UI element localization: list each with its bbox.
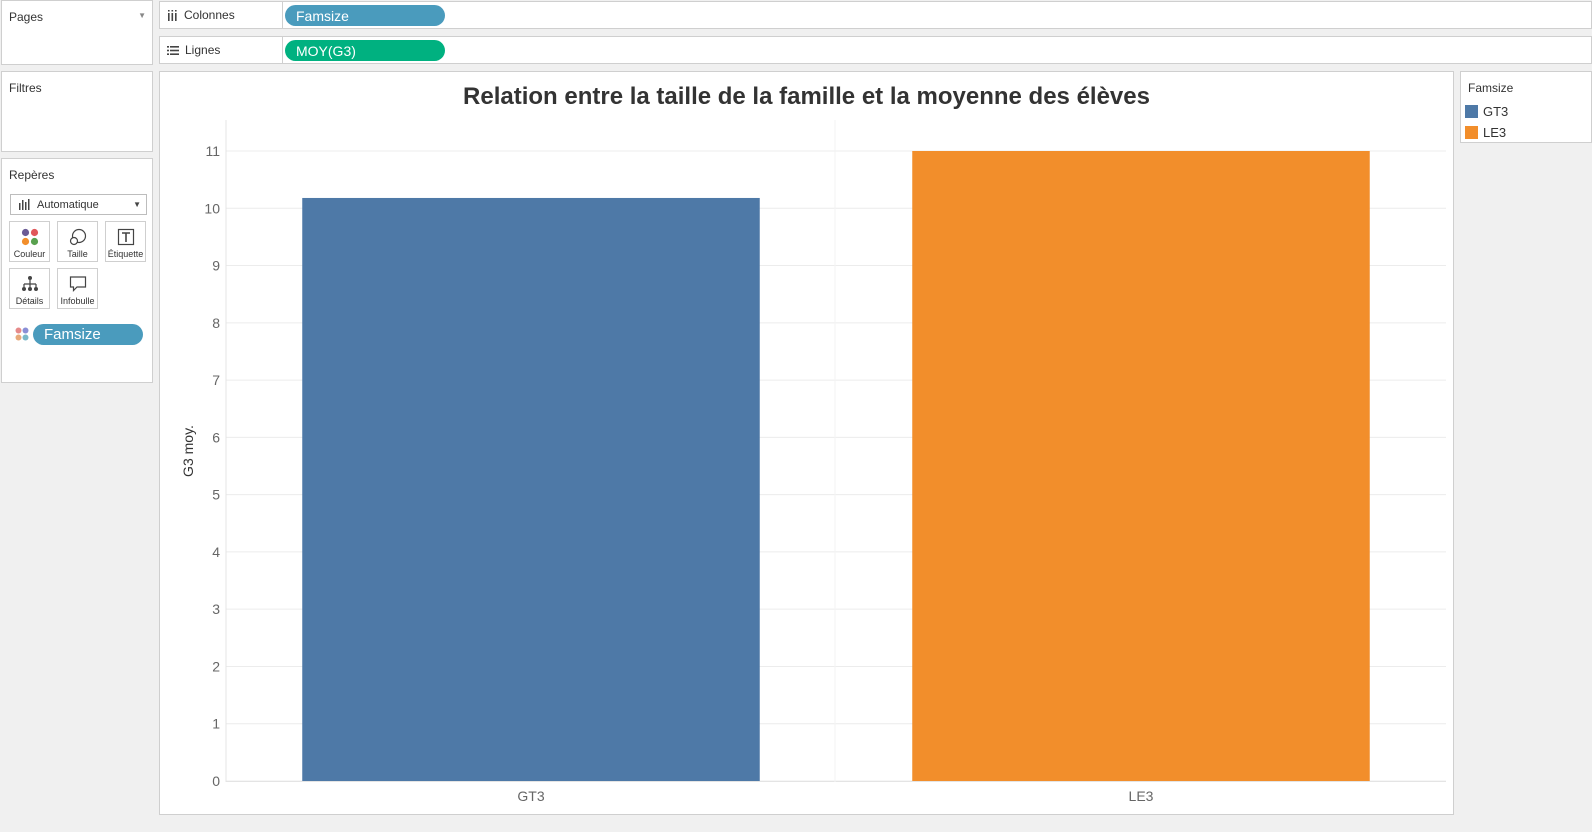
y-tick-label: 1	[212, 716, 220, 732]
y-tick-label: 5	[212, 487, 220, 503]
color-icon	[21, 228, 38, 246]
rows-icon	[167, 45, 179, 55]
legend-item-gt3[interactable]: GT3	[1465, 104, 1508, 119]
size-card-label: Taille	[67, 249, 88, 259]
chart-title: Relation entre la taille de la famille e…	[463, 83, 1150, 110]
columns-shelf-label: Colonnes	[159, 1, 282, 29]
y-tick-label: 2	[212, 658, 220, 674]
color-card[interactable]: Couleur	[9, 221, 50, 262]
y-tick-label: 8	[212, 315, 220, 331]
label-icon	[117, 228, 134, 246]
legend-label-le3: LE3	[1483, 125, 1507, 140]
famsize-color-pill[interactable]: Famsize	[33, 324, 143, 345]
bar-chart: 0 1 2 3 4 5 6 7 8 9 10 11 G3 moy. GT3 LE3	[180, 120, 1446, 804]
y-tick-label: 7	[212, 372, 220, 388]
size-icon	[69, 228, 86, 246]
color-icon	[15, 327, 29, 341]
label-card[interactable]: Étiquette	[105, 221, 146, 262]
bar-gt3	[302, 197, 760, 782]
detail-card-label: Détails	[15, 296, 44, 306]
filters-title: Filtres	[9, 81, 42, 95]
legend-panel: Famsize GT3 LE3	[1460, 71, 1592, 143]
rows-label-text: Lignes	[185, 43, 221, 57]
pages-panel[interactable]: Pages ▼	[1, 0, 153, 65]
legend-swatch-gt3	[1465, 105, 1478, 118]
mark-type-value: Automatique	[37, 198, 99, 211]
y-tick-label: 6	[212, 429, 220, 445]
y-tick-label: 9	[212, 258, 220, 274]
chevron-down-icon[interactable]: ▼	[138, 11, 146, 20]
legend-item-le3[interactable]: LE3	[1465, 125, 1506, 140]
famsize-column-pill[interactable]: Famsize	[285, 5, 445, 26]
columns-icon	[168, 9, 177, 21]
tooltip-card-label: Infobulle	[60, 296, 95, 306]
rows-drop-area[interactable]: MOY(G3)	[282, 36, 1592, 64]
x-tick-label: GT3	[517, 788, 544, 804]
tooltip-card[interactable]: Infobulle	[57, 268, 98, 309]
bar-le3	[912, 151, 1370, 781]
legend-title: Famsize	[1468, 81, 1514, 95]
pages-title: Pages	[9, 10, 44, 24]
legend-swatch-le3	[1465, 126, 1478, 139]
y-tick-label: 3	[212, 601, 220, 617]
marks-panel: Repères Automatique ▼ Couleur Taille Éti…	[1, 158, 153, 383]
detail-card[interactable]: Détails	[9, 268, 50, 309]
x-tick-label: LE3	[1129, 788, 1154, 804]
color-card-label: Couleur	[13, 249, 46, 259]
y-tick-label: 10	[204, 200, 220, 216]
chevron-down-icon: ▼	[133, 200, 141, 209]
legend-label-gt3: GT3	[1483, 104, 1509, 119]
filters-panel[interactable]: Filtres	[1, 71, 153, 152]
rows-shelf[interactable]: Lignes MOY(G3)	[159, 36, 1592, 64]
label-card-label: Étiquette	[107, 249, 144, 259]
y-tick-label: 4	[212, 544, 220, 560]
size-card[interactable]: Taille	[57, 221, 98, 262]
chart-view: Relation entre la taille de la famille e…	[159, 71, 1454, 815]
y-axis-title: G3 moy.	[180, 425, 196, 477]
rows-shelf-label: Lignes	[159, 36, 282, 64]
bar-chart-icon	[19, 199, 30, 210]
y-tick-label: 0	[212, 773, 220, 789]
y-tick-label: 11	[205, 143, 220, 159]
columns-label-text: Colonnes	[184, 8, 235, 22]
detail-icon	[21, 276, 38, 291]
mark-type-dropdown[interactable]: Automatique ▼	[10, 194, 147, 215]
columns-shelf[interactable]: Colonnes Famsize	[159, 1, 1592, 29]
marks-title: Repères	[9, 168, 55, 182]
moy-g3-row-pill[interactable]: MOY(G3)	[285, 40, 445, 61]
columns-drop-area[interactable]: Famsize	[282, 1, 1592, 29]
tooltip-icon	[69, 276, 86, 292]
